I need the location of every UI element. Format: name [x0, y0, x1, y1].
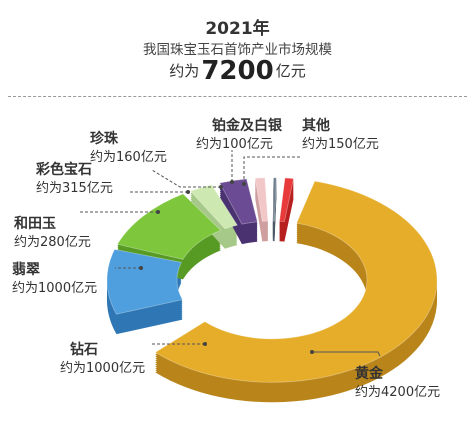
slice-label-5: 珍珠	[90, 130, 119, 147]
total-prefix: 约为	[169, 62, 200, 80]
divider	[8, 96, 467, 97]
slice-value-4: 约为315亿元	[36, 181, 113, 196]
slice-0	[154, 180, 438, 383]
slice-label-4: 彩色宝石	[35, 161, 92, 178]
slice-1	[106, 248, 184, 315]
leader-dot-5	[219, 185, 223, 189]
leader-dot-7	[242, 182, 246, 186]
chart-total: 约为7200 亿元	[0, 56, 475, 86]
total-suffix: 亿元	[275, 62, 306, 80]
total-value: 7200	[201, 56, 274, 86]
slice-value-7: 约为150亿元	[302, 137, 379, 152]
slice-value-2: 约为1000亿元	[12, 281, 97, 296]
leader-line-0	[312, 351, 381, 357]
slice-value-1: 约为1000亿元	[60, 361, 145, 376]
slice-label-0: 黄金	[355, 365, 384, 382]
slice-label-1: 钻石	[70, 341, 98, 358]
slice-2	[116, 193, 222, 260]
slice-value-3: 约为280亿元	[14, 235, 91, 250]
slice-value-6: 约为100亿元	[196, 137, 273, 152]
slice-label-3: 和田玉	[14, 216, 56, 232]
leader-dot-0	[310, 350, 314, 354]
slice-label-7: 其他	[302, 117, 330, 134]
leader-dot-2	[139, 266, 143, 270]
slice-7	[279, 177, 295, 223]
slice-label-6: 铂金及白银	[212, 117, 283, 134]
donut-slices	[106, 177, 438, 383]
leader-dot-1	[203, 342, 207, 346]
slice-6	[272, 177, 277, 222]
slice-value-5: 约为160亿元	[90, 150, 167, 165]
leader-dot-3	[156, 210, 160, 214]
leader-dot-4	[186, 190, 190, 194]
slice-5	[254, 177, 269, 222]
slice-4	[219, 178, 258, 225]
slice-value-0: 约为4200亿元	[355, 385, 440, 400]
chart-labels: 黄金约为4200亿元钻石约为1000亿元翡翠约为1000亿元和田玉约为280亿元…	[12, 117, 440, 400]
leader-line-5	[151, 169, 221, 188]
chart-subtitle: 我国珠宝玉石首饰产业市场规模	[143, 42, 332, 58]
slice-3	[189, 184, 238, 230]
chart-year: 2021年	[205, 19, 270, 39]
slice-label-2: 翡翠	[12, 261, 40, 278]
leader-line-7	[243, 156, 300, 184]
leader-dot-6	[230, 180, 234, 184]
